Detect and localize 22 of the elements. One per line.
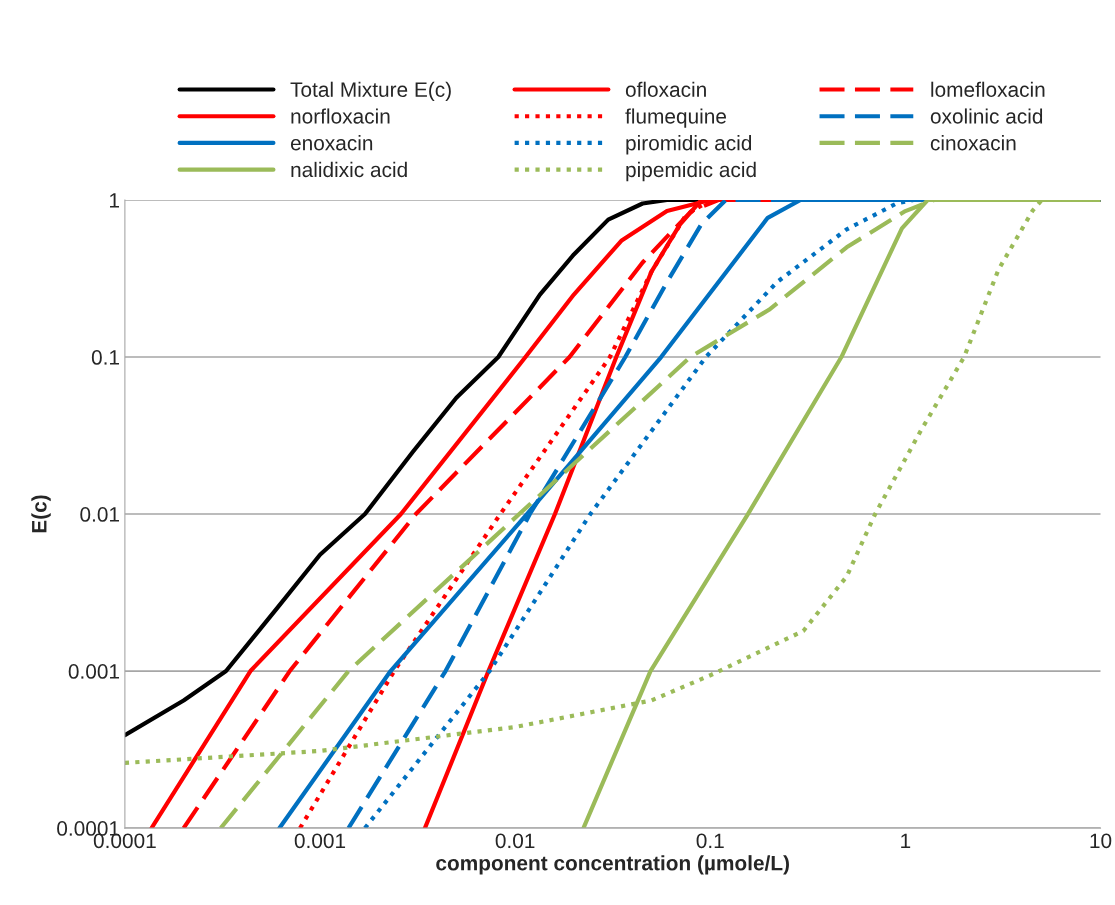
y-tick-label: 0.1 — [91, 350, 119, 365]
legend-label: oxolinic acid — [930, 108, 1043, 124]
y-tick-label: 1 — [110, 193, 119, 208]
legend-label: cinoxacin — [930, 135, 1016, 151]
legend-label: piromidic acid — [626, 135, 752, 155]
y-tick-label: 0.01 — [80, 507, 120, 522]
legend-label: nalidixic acid — [291, 161, 407, 178]
y-tick-label: 0.001 — [68, 664, 120, 679]
legend-label: enoxacin — [290, 135, 373, 151]
x-tick-label: 0.1 — [696, 833, 724, 849]
x-tick-label: 0.01 — [495, 833, 535, 849]
legend-label: pipemidic acid — [626, 161, 756, 182]
legend-label: Total Mixture E(c) — [290, 81, 451, 102]
x-axis-title: component concentration (µmole/L) — [436, 855, 789, 875]
legend-label: norfloxacin — [291, 108, 390, 124]
y-axis-title: E(c) — [31, 495, 51, 533]
legend-label: lomefloxacin — [931, 81, 1045, 97]
x-tick-label: 10 — [1090, 833, 1112, 849]
legend-label: flumequine — [625, 108, 727, 128]
x-tick-label: 0.001 — [294, 833, 346, 849]
legend-label: ofloxacin — [625, 81, 706, 97]
x-tick-label: 1 — [901, 833, 911, 849]
